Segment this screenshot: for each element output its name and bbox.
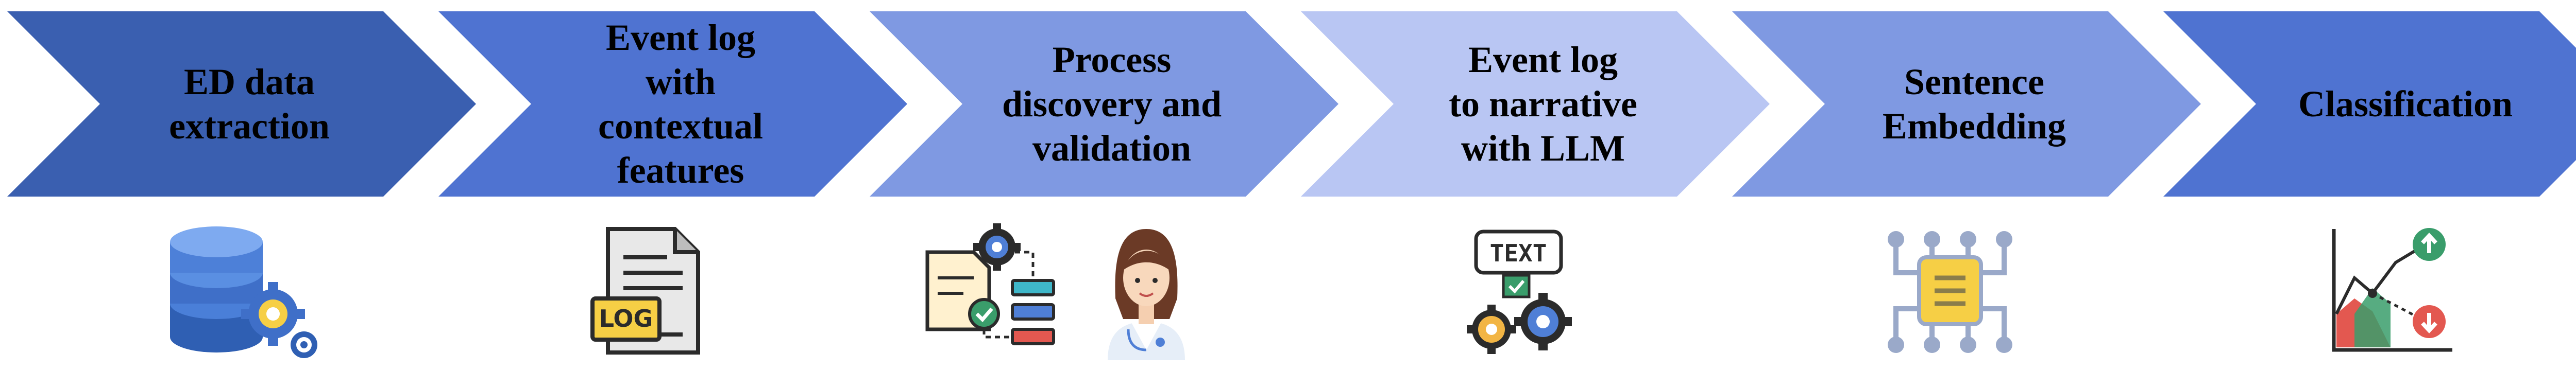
- embedding-chip-icon: [1886, 221, 2014, 360]
- step-arrow: [7, 11, 476, 197]
- step-process-discovery: Process discovery and validation: [870, 11, 1338, 197]
- text-badge-text: TEXT: [1490, 239, 1547, 267]
- step-label: Process discovery and validation: [1002, 39, 1222, 169]
- step-arrow: [1732, 11, 2201, 197]
- log-file-icon: LOG: [587, 221, 716, 360]
- step-label: Sentence Embedding: [1882, 61, 2066, 147]
- step-arrow: [438, 11, 907, 197]
- log-badge-text: LOG: [599, 305, 653, 332]
- step-arrow: [1301, 11, 1770, 197]
- step-label: Event log with contextual features: [598, 17, 763, 191]
- step-classification: Classification: [2163, 11, 2576, 197]
- step-sentence-embedding: Sentence Embedding: [1732, 11, 2201, 197]
- step-arrow: [2163, 11, 2576, 197]
- step-label: ED data extraction: [169, 61, 330, 147]
- step-ed-data-extraction: ED data extraction: [7, 11, 476, 197]
- step-event-log-to-narrative: Event log to narrative with LLM: [1301, 11, 1770, 197]
- doctor-icon: [1103, 221, 1190, 360]
- step-event-log-features: Event log with contextual features: [438, 11, 907, 197]
- process-flow-icon: [922, 221, 1061, 360]
- database-gear-icon: [165, 221, 319, 360]
- step-label: Event log to narrative with LLM: [1449, 39, 1637, 169]
- step-arrow: [870, 11, 1338, 197]
- step-label: Classification: [2298, 83, 2513, 125]
- text-gears-icon: TEXT: [1463, 221, 1582, 360]
- classification-chart-icon: [2324, 221, 2463, 360]
